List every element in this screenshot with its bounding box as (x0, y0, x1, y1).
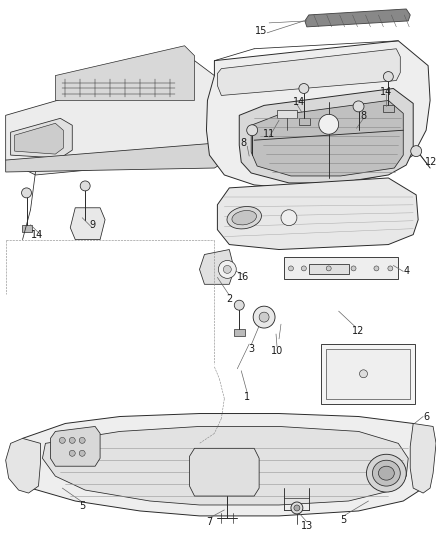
Circle shape (223, 265, 231, 273)
Polygon shape (6, 438, 40, 493)
Polygon shape (190, 448, 259, 496)
Polygon shape (199, 249, 234, 284)
Circle shape (299, 84, 309, 93)
Circle shape (234, 300, 244, 310)
Polygon shape (239, 88, 413, 183)
Circle shape (281, 210, 297, 225)
Text: 11: 11 (263, 129, 275, 139)
Ellipse shape (372, 461, 400, 486)
Text: 16: 16 (237, 272, 249, 282)
Polygon shape (251, 100, 403, 176)
Text: 14: 14 (32, 230, 44, 240)
Text: 4: 4 (403, 266, 409, 277)
Circle shape (79, 450, 85, 456)
Polygon shape (6, 61, 215, 175)
Bar (277, 110, 297, 118)
Text: 2: 2 (226, 294, 233, 304)
Text: 1: 1 (244, 392, 250, 402)
Text: 15: 15 (255, 26, 267, 36)
Text: 8: 8 (240, 138, 246, 148)
Ellipse shape (378, 466, 394, 480)
Bar (321, 344, 415, 403)
Circle shape (219, 261, 236, 278)
Circle shape (360, 370, 367, 378)
Bar (234, 329, 245, 336)
Bar (299, 118, 310, 125)
Ellipse shape (367, 454, 406, 492)
Bar (309, 264, 349, 274)
Polygon shape (217, 178, 418, 249)
Bar (21, 225, 32, 232)
Circle shape (69, 438, 75, 443)
Circle shape (21, 188, 32, 198)
Circle shape (411, 146, 422, 157)
Polygon shape (217, 49, 400, 95)
Bar (326, 349, 410, 399)
Text: 9: 9 (89, 220, 95, 230)
Polygon shape (50, 426, 100, 466)
Circle shape (388, 266, 393, 271)
Text: 14: 14 (293, 98, 305, 108)
Text: 8: 8 (360, 111, 367, 122)
Circle shape (294, 505, 300, 511)
Circle shape (351, 266, 356, 271)
Circle shape (383, 71, 393, 82)
Bar (284, 257, 398, 279)
Polygon shape (11, 118, 72, 158)
Circle shape (80, 181, 90, 191)
Text: 13: 13 (301, 521, 313, 531)
Bar (383, 106, 394, 112)
Text: 7: 7 (206, 517, 212, 527)
Text: 6: 6 (423, 411, 429, 422)
Circle shape (319, 115, 339, 134)
Text: 5: 5 (79, 501, 85, 511)
Circle shape (253, 306, 275, 328)
Circle shape (326, 266, 331, 271)
Polygon shape (55, 46, 194, 100)
Circle shape (291, 502, 303, 514)
Ellipse shape (227, 206, 261, 229)
Text: 3: 3 (248, 344, 254, 354)
Polygon shape (42, 426, 408, 505)
Circle shape (69, 450, 75, 456)
Circle shape (301, 266, 306, 271)
Polygon shape (70, 208, 105, 240)
Circle shape (353, 101, 364, 112)
Polygon shape (410, 424, 436, 493)
Polygon shape (6, 143, 224, 172)
Circle shape (374, 266, 379, 271)
Ellipse shape (232, 211, 257, 225)
Text: 10: 10 (271, 346, 283, 356)
Circle shape (247, 125, 258, 136)
Circle shape (259, 312, 269, 322)
Circle shape (79, 438, 85, 443)
Text: 12: 12 (352, 326, 365, 336)
Polygon shape (206, 41, 430, 188)
Text: 5: 5 (340, 515, 347, 525)
Circle shape (59, 438, 65, 443)
Circle shape (289, 266, 293, 271)
Text: 14: 14 (380, 87, 392, 98)
Polygon shape (305, 9, 410, 27)
Polygon shape (14, 123, 64, 154)
Polygon shape (18, 414, 430, 516)
Text: 12: 12 (425, 157, 437, 167)
